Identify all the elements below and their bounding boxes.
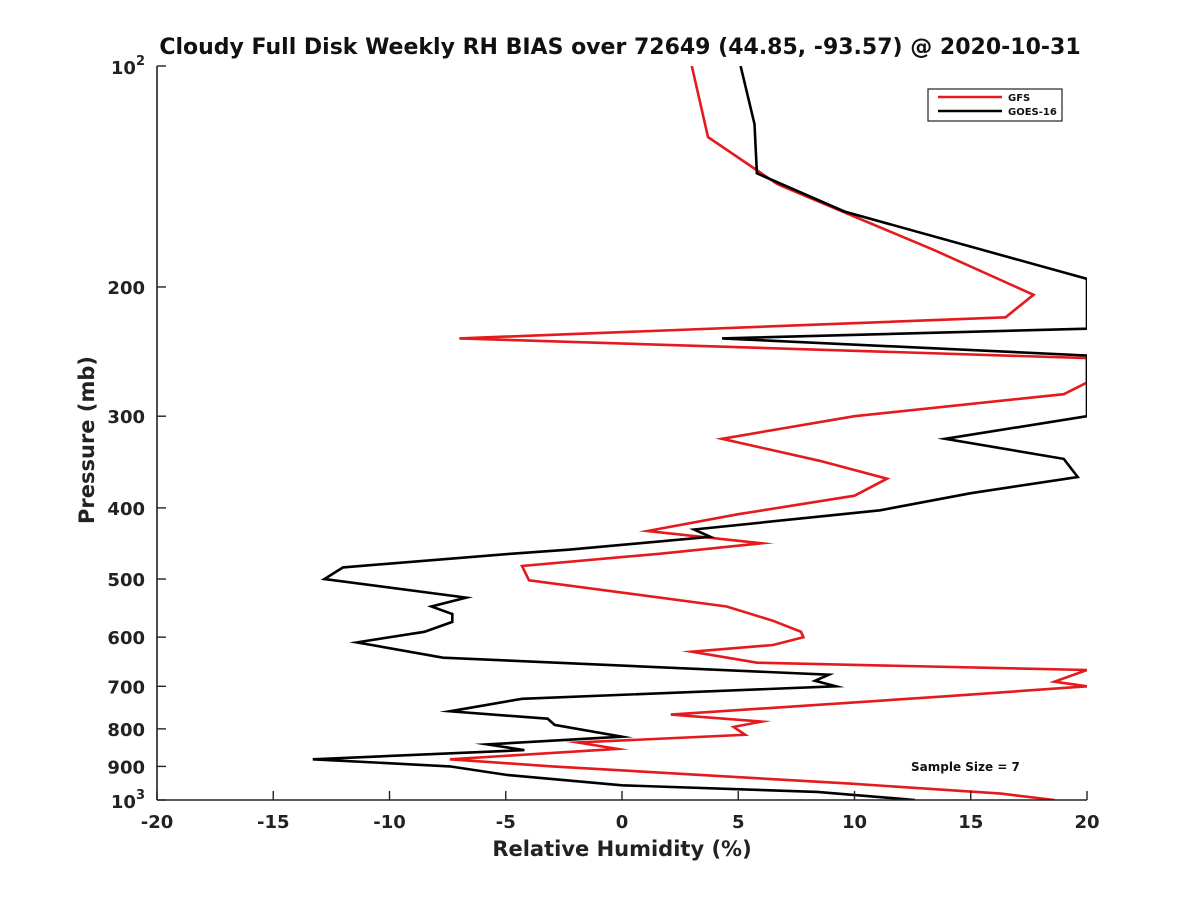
x-tick-label: 15 <box>958 812 983 833</box>
x-tick-label: -20 <box>141 812 174 833</box>
chart-title: Cloudy Full Disk Weekly RH BIAS over 726… <box>159 35 1080 60</box>
legend: GFS GOES-16 <box>927 88 1063 122</box>
plot-area <box>157 66 1087 800</box>
y-tick-label: 700 <box>107 677 145 698</box>
y-tick-label: 200 <box>107 278 145 299</box>
x-tick-label: -5 <box>496 812 516 833</box>
x-tick-label: -10 <box>373 812 406 833</box>
series-line-goes-16 <box>312 66 1087 800</box>
y-tick-label: 300 <box>107 407 145 428</box>
y-tick-label: 400 <box>107 499 145 520</box>
y-tick-label: 500 <box>107 570 145 591</box>
axes-layer: -20 -15 -10 -5 0 5 10 15 20 200 300 400 500 600 700 800… <box>107 54 1099 833</box>
legend-entry: GFS <box>1008 93 1030 104</box>
x-tick-label: 10 <box>842 812 867 833</box>
series-layer <box>312 66 1087 800</box>
legend-box <box>927 88 1063 122</box>
x-tick-label: 0 <box>616 812 629 833</box>
series-line-gfs <box>449 66 1087 800</box>
y-end-tick-label: 102 <box>111 54 145 79</box>
y-tick-label: 600 <box>107 628 145 649</box>
x-tick-label: 5 <box>732 812 745 833</box>
legend-entry: GOES-16 <box>1008 107 1057 118</box>
x-axis-label: Relative Humidity (%) <box>492 837 751 861</box>
y-tick-label: 800 <box>107 720 145 741</box>
y-end-tick-label: 103 <box>111 788 145 813</box>
x-tick-label: 20 <box>1074 812 1099 833</box>
y-axis-label: Pressure (mb) <box>75 356 99 524</box>
y-tick-label: 900 <box>107 757 145 778</box>
x-tick-label: -15 <box>257 812 290 833</box>
sample-size-annotation: Sample Size = 7 <box>911 760 1020 774</box>
